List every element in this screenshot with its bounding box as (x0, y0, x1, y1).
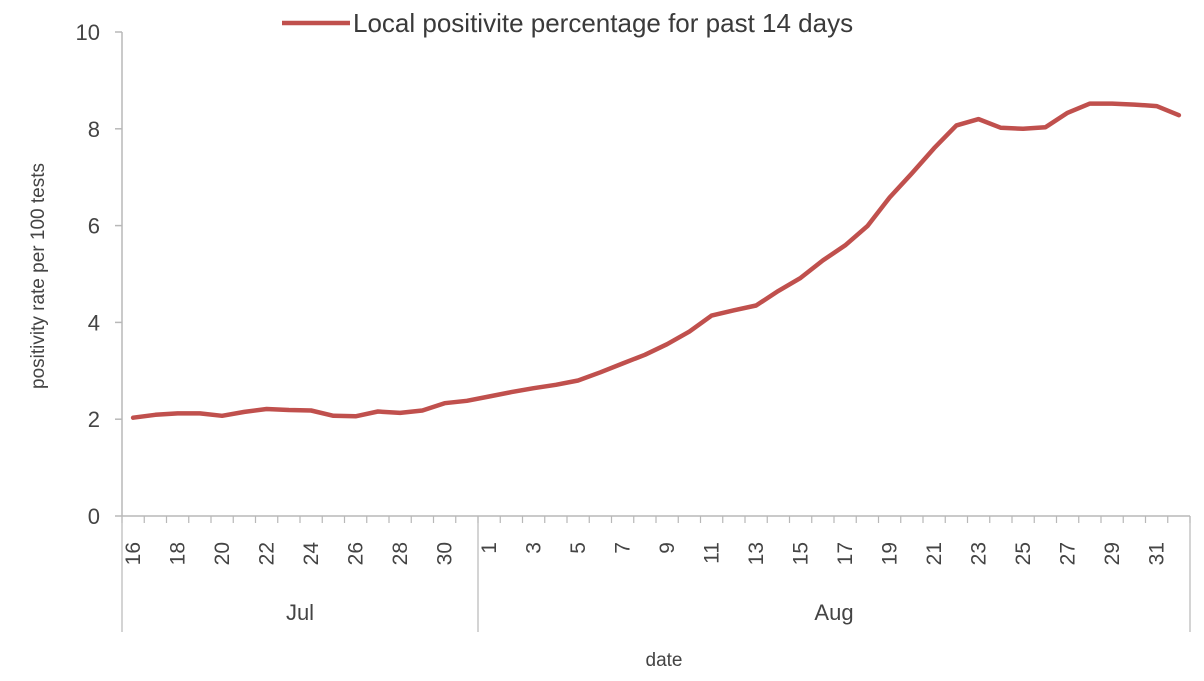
x-tick-label: 18 (167, 542, 190, 565)
x-tick-label: 20 (211, 542, 234, 565)
axes (121, 32, 1190, 517)
x-tick-label: 28 (389, 542, 412, 565)
x-tick-label: 30 (434, 542, 457, 565)
x-tick-label: 1 (478, 542, 501, 554)
x-tick-label: 9 (656, 542, 679, 554)
x-tick-label: 29 (1101, 542, 1124, 565)
x-tick-label: 22 (256, 542, 279, 565)
month-label: Aug (814, 600, 853, 625)
x-tick-label: 15 (790, 542, 813, 565)
series-line (130, 101, 1182, 420)
x-tick-label: 21 (923, 542, 946, 565)
y-tick-label: 6 (88, 214, 100, 239)
y-tick-label: 0 (88, 504, 100, 529)
x-tick-label: 13 (745, 542, 768, 565)
x-tick-label: 3 (523, 542, 546, 554)
x-tick-label: 25 (1012, 542, 1035, 565)
x-tick-label: 11 (701, 542, 724, 564)
x-tick-label: 27 (1057, 542, 1080, 565)
month-label: Jul (286, 600, 314, 625)
y-tick-label: 2 (88, 407, 100, 432)
y-tick-label: 8 (88, 117, 100, 142)
x-tick-label: 5 (567, 542, 590, 554)
x-tick-label: 19 (879, 542, 902, 565)
month-groups: Jul Aug (121, 516, 1191, 632)
x-tick-label: 7 (612, 542, 635, 554)
x-tick-label: 23 (968, 542, 991, 565)
y-tick-label: 10 (76, 20, 100, 45)
legend-label: Local positivite percentage for past 14 … (353, 8, 853, 38)
y-axis-title: positivity rate per 100 tests (28, 163, 49, 389)
x-tick-label: 16 (122, 542, 145, 565)
x-tick-label: 24 (300, 542, 323, 566)
legend: Local positivite percentage for past 14 … (282, 8, 853, 38)
x-tick-label: 31 (1146, 542, 1169, 565)
x-axis-title: date (646, 650, 683, 671)
series-layer (130, 101, 1182, 420)
x-axis-ticks: 16 18 20 22 24 26 28 30 1 3 5 7 9 11 13 15 17 19 21 23 25 27 2… (121, 516, 1191, 566)
x-tick-label: 17 (834, 542, 857, 565)
y-tick-label: 4 (88, 310, 100, 335)
y-axis-ticks: 0 2 4 6 8 10 (76, 20, 122, 529)
x-tick-label: 26 (345, 542, 368, 565)
